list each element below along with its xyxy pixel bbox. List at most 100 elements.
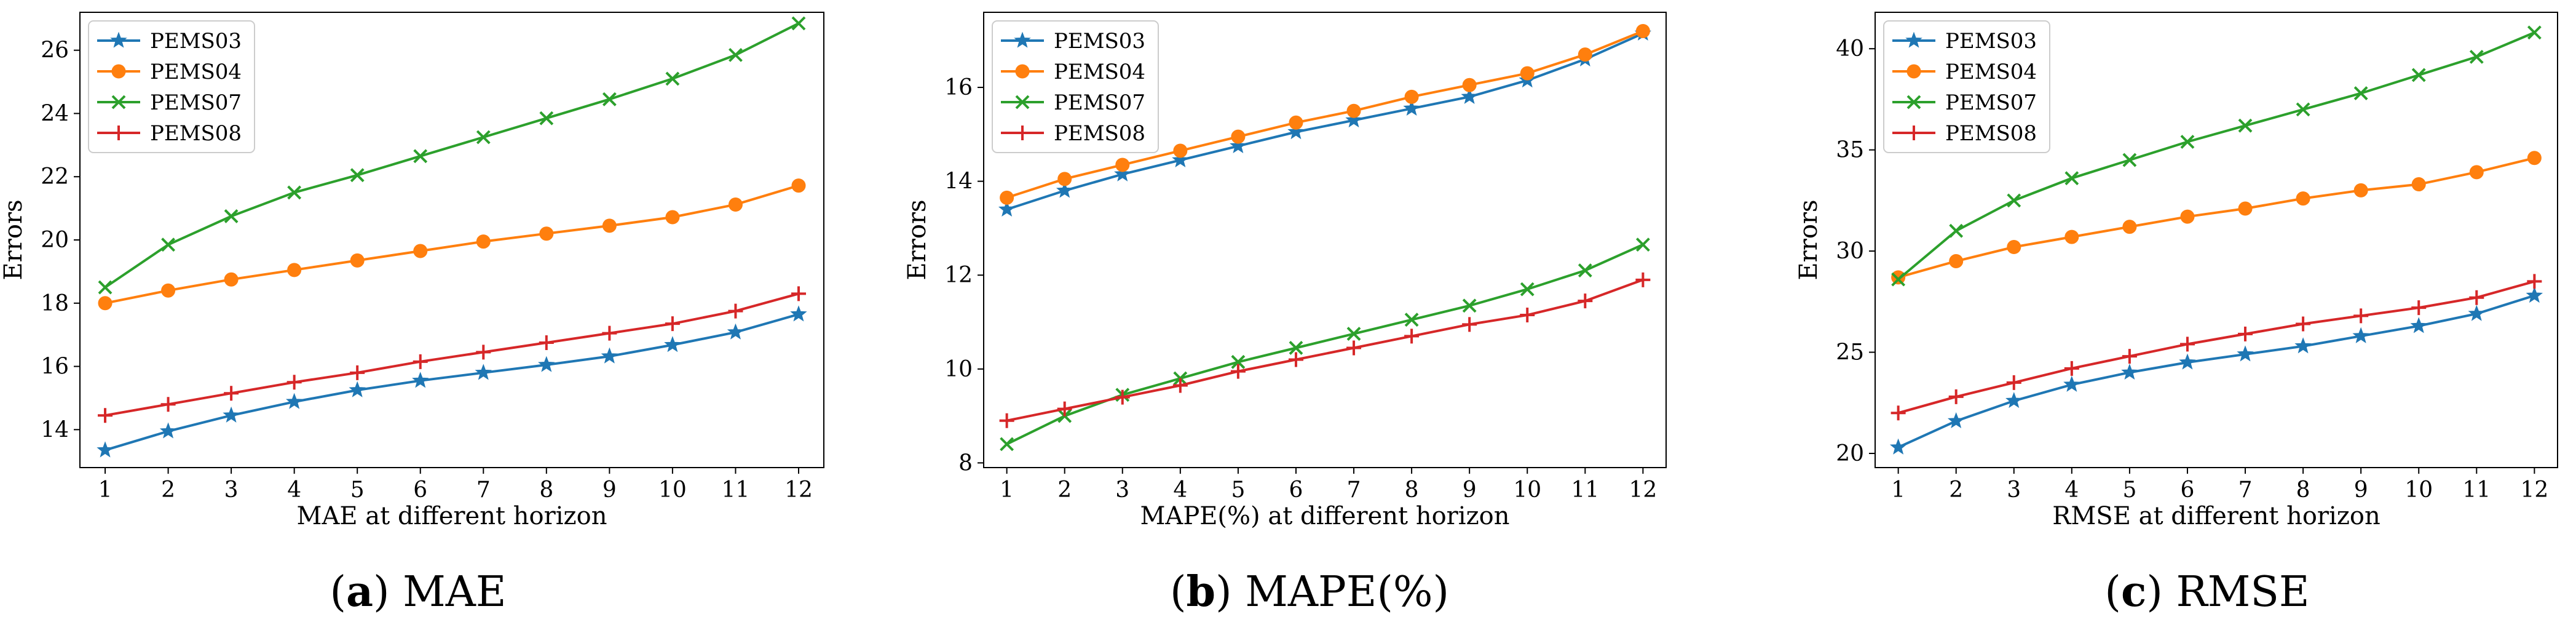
data-point xyxy=(98,296,113,311)
x-tick-label: 1 xyxy=(98,477,113,503)
legend-label: PEMS07 xyxy=(150,90,242,115)
x-tick-label: 9 xyxy=(1463,477,1477,503)
data-point xyxy=(2179,337,2195,352)
data-point xyxy=(413,244,428,258)
data-point xyxy=(287,185,302,200)
data-point xyxy=(728,197,743,212)
series-line xyxy=(1898,280,2535,415)
data-point xyxy=(413,149,428,164)
data-point xyxy=(2064,229,2079,244)
series-line xyxy=(105,292,799,417)
data-point xyxy=(1404,89,1419,104)
x-tick-label: 7 xyxy=(1347,477,1361,503)
data-point xyxy=(1173,143,1188,158)
series-pems04 xyxy=(1000,24,1650,205)
legend-item: PEMS07 xyxy=(1892,90,2037,115)
data-point xyxy=(1000,437,1014,452)
data-point xyxy=(1949,254,1964,269)
x-tick-label: 9 xyxy=(2354,477,2368,503)
data-point xyxy=(1461,87,1478,104)
data-point xyxy=(286,375,302,390)
x-tick-label: 7 xyxy=(476,477,491,503)
data-point xyxy=(665,316,680,332)
data-point xyxy=(1172,151,1189,167)
data-point xyxy=(2122,153,2137,167)
data-point xyxy=(475,364,492,380)
data-point xyxy=(729,47,743,62)
data-point xyxy=(2237,345,2254,362)
series-pems07 xyxy=(1000,237,1650,452)
data-point xyxy=(476,130,491,145)
x-tick-label: 7 xyxy=(2238,477,2253,503)
legend-item: PEMS07 xyxy=(97,90,242,115)
series-pems08 xyxy=(1891,274,2542,421)
data-point xyxy=(1578,263,1592,278)
legend-item: PEMS04 xyxy=(1001,60,1145,84)
data-point xyxy=(2005,392,2023,409)
x-tick-label: 8 xyxy=(539,477,553,503)
x-tick-label: 3 xyxy=(2007,477,2021,503)
data-point xyxy=(998,200,1016,217)
legend-label: PEMS03 xyxy=(150,29,242,54)
data-point xyxy=(1947,412,1965,429)
y-tick-label: 20 xyxy=(1836,441,1864,466)
x-tick-label: 10 xyxy=(2404,477,2433,503)
data-point xyxy=(224,272,239,287)
data-point xyxy=(791,178,806,193)
series-line xyxy=(1006,278,1644,422)
x-tick-label: 2 xyxy=(1057,477,1072,503)
series-pems04 xyxy=(98,178,806,311)
panel-letter: b xyxy=(1187,567,1216,616)
data-point xyxy=(2469,165,2484,180)
data-point xyxy=(2527,151,2542,165)
series-line xyxy=(1006,30,1644,199)
x-tick-label: 3 xyxy=(1115,477,1129,503)
data-point xyxy=(2353,308,2369,324)
data-point xyxy=(602,325,617,341)
data-point xyxy=(349,381,366,397)
data-point xyxy=(2238,326,2253,341)
data-point xyxy=(224,209,239,223)
data-point xyxy=(1289,115,1303,130)
x-axis-label: MAE at different horizon xyxy=(297,502,607,530)
data-point xyxy=(476,234,491,249)
data-point xyxy=(1635,237,1650,252)
data-point xyxy=(1578,47,1592,62)
legend-marker xyxy=(110,31,127,48)
legend-label: PEMS07 xyxy=(1945,90,2037,115)
data-point xyxy=(1230,137,1247,154)
x-tick-label: 4 xyxy=(1173,477,1187,503)
x-axis-label: MAPE(%) at different horizon xyxy=(1140,502,1509,530)
data-point xyxy=(97,441,114,458)
data-point xyxy=(1404,329,1420,344)
data-point xyxy=(1289,341,1303,355)
series-line xyxy=(1006,243,1644,445)
data-point xyxy=(1346,103,1361,118)
data-point xyxy=(224,386,239,401)
legend: PEMS03 PEMS04 PEMS07 PEMS08 xyxy=(992,20,1159,153)
legend-item: PEMS08 xyxy=(97,121,242,146)
y-tick-label: 24 xyxy=(41,101,69,126)
data-point xyxy=(2007,240,2021,255)
data-point xyxy=(1403,99,1420,116)
data-point xyxy=(1231,354,1246,369)
series-pems07 xyxy=(98,16,806,295)
data-point xyxy=(2064,361,2079,376)
x-tick-label: 8 xyxy=(1405,477,1419,503)
data-point xyxy=(1057,401,1072,417)
data-point xyxy=(2411,177,2426,192)
data-point xyxy=(1949,223,1964,238)
series-pems08 xyxy=(98,286,806,423)
data-point xyxy=(790,305,807,322)
data-point xyxy=(2122,349,2137,364)
series-line xyxy=(104,22,799,289)
x-tick-label: 3 xyxy=(224,477,239,503)
y-tick-label: 14 xyxy=(41,417,69,442)
x-tick-label: 1 xyxy=(1000,477,1014,503)
data-point xyxy=(1114,165,1131,181)
data-point xyxy=(412,372,429,388)
data-point xyxy=(1346,327,1361,341)
data-point xyxy=(2180,209,2195,224)
